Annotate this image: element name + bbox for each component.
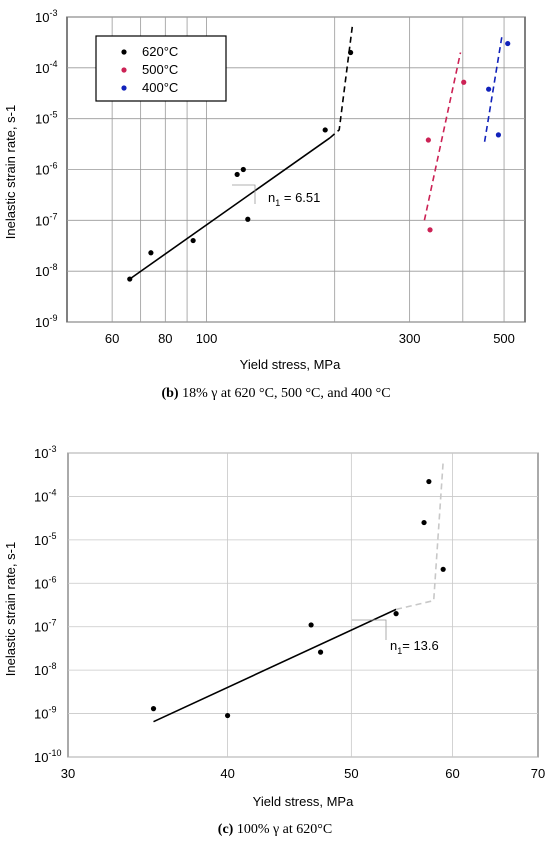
chart-c-y-tick-label: 10-7 (34, 618, 56, 635)
chart-c-y-tick-label: 10-8 (34, 661, 56, 678)
chart-b-y-tick-label: 10-5 (35, 110, 57, 127)
chart-c-x-axis-label: Yield stress, MPa (253, 794, 354, 809)
chart-c-x-tick-label: 60 (445, 766, 459, 781)
chart-b-x-tick-label: 300 (399, 331, 421, 346)
chart-b-point-series-0 (322, 127, 328, 133)
chart-b-fit-dashed-2 (483, 34, 503, 142)
chart-b-y-tick-label: 10-9 (35, 313, 57, 330)
chart-b: 60 80 100 300 500 10-310-410-510-610-710-810… (3, 8, 526, 401)
chart-b-y-tick-label: 10-7 (35, 211, 57, 228)
chart-c-y-tick-label: 10-3 (34, 444, 56, 461)
chart-b-y-axis-label: Inelastic strain rate, s-1 (3, 105, 18, 239)
chart-c-y-tick-label: 10-5 (34, 531, 56, 548)
chart-c-slope-triangle (352, 619, 387, 640)
chart-b-point-series-0 (245, 216, 251, 222)
chart-c-point-series-0 (421, 519, 427, 526)
chart-b-point-series-2 (505, 40, 511, 47)
chart-b-x-tick-label: 100 (196, 331, 218, 346)
chart-b-point-series-2 (486, 86, 492, 92)
chart-c-y-tick-label: 10-10 (34, 748, 61, 765)
chart-b-x-tick-label: 80 (158, 331, 172, 346)
chart-b-point-series-2 (495, 132, 502, 138)
chart-c-fit-dashed-0 (395, 461, 444, 611)
chart-b-caption: (b) 18% γ at 620 °C, 500 °C, and 400 °C (161, 386, 390, 401)
chart-b-point-series-1 (461, 79, 467, 85)
chart-b-y-tick-label: 10-4 (35, 59, 57, 76)
chart-b-point-series-1 (427, 227, 433, 233)
legend-marker-400 (121, 85, 127, 91)
chart-b-fit-dashed-1 (423, 52, 462, 221)
chart-b-fit-lines (129, 26, 503, 280)
legend-label-500: 500°C (142, 62, 178, 77)
legend-marker-500 (121, 67, 127, 73)
chart-b-fit-solid-0 (129, 137, 331, 280)
chart-c-x-tick-label: 30 (61, 766, 75, 781)
chart-b-y-tick-label: 10-3 (35, 8, 57, 25)
chart-b-point-series-0 (234, 171, 240, 178)
chart-c-y-tick-labels: 10-3 10-4 10-5 10-6 10-7 10-8 10-9 10-10 (34, 444, 61, 765)
chart-c-y-tick-label: 10-4 (34, 487, 56, 504)
chart-c-points (150, 478, 446, 719)
chart-c-x-tick-label: 70 (531, 766, 545, 781)
legend-label-400: 400°C (142, 80, 178, 95)
chart-b-point-series-0 (148, 250, 154, 256)
chart-b-x-axis-label: Yield stress, MPa (240, 357, 341, 372)
chart-b-points (127, 40, 511, 282)
chart-b-x-tick-label: 500 (493, 331, 515, 346)
chart-b-point-series-0 (127, 276, 133, 282)
chart-c: 30 40 50 60 70 10-310-410-510-610-710-810-91… (3, 444, 545, 837)
chart-c-x-tick-label: 50 (344, 766, 358, 781)
legend-marker-620 (121, 49, 127, 55)
chart-c-x-tick-labels: 30 40 50 60 70 (61, 766, 545, 781)
chart-c-point-series-0 (440, 566, 446, 572)
chart-c-point-series-0 (317, 649, 324, 655)
chart-b-slope-triangle (232, 184, 256, 204)
chart-b-fit-dashed-0 (329, 26, 354, 139)
chart-c-point-series-0 (308, 622, 314, 628)
chart-b-legend: 620°C 500°C 400°C (95, 35, 227, 102)
chart-c-fit-lines (153, 461, 444, 723)
chart-c-point-series-0 (426, 478, 432, 485)
chart-b-point-series-0 (190, 237, 196, 244)
chart-b-legend-box (95, 35, 227, 102)
chart-c-point-series-0 (224, 712, 231, 719)
chart-c-caption: (c) 100% γ at 620°C (218, 822, 332, 837)
chart-c-fit-solid-0 (153, 608, 397, 723)
chart-b-x-tick-label: 60 (105, 331, 119, 346)
chart-b-y-tick-label: 10-6 (35, 161, 57, 178)
chart-c-grid (68, 452, 538, 758)
legend-label-620: 620°C (142, 44, 178, 59)
chart-c-point-series-0 (393, 611, 399, 617)
chart-c-y-tick-label: 10-6 (34, 574, 56, 591)
chart-b-y-tick-label: 10-8 (35, 262, 57, 279)
chart-b-point-series-0 (348, 49, 354, 56)
chart-c-point-series-0 (150, 706, 157, 712)
chart-c-plot-frame (67, 452, 539, 758)
chart-b-x-tick-labels: 60 80 100 300 500 (105, 331, 515, 346)
chart-b-point-series-1 (425, 137, 431, 143)
chart-c-slope-annotation: n1= 13.6 (390, 638, 439, 656)
chart-b-slope-annotation: n1 = 6.51 (268, 190, 320, 208)
chart-b-point-series-0 (240, 166, 246, 173)
chart-c-y-axis-label: Inelastic strain rate, s-1 (3, 542, 18, 676)
chart-b-y-tick-labels: 10-3 10-4 10-5 10-6 10-7 10-8 10-9 (35, 8, 57, 330)
chart-c-y-tick-label: 10-9 (34, 705, 56, 722)
chart-c-x-tick-label: 40 (220, 766, 234, 781)
